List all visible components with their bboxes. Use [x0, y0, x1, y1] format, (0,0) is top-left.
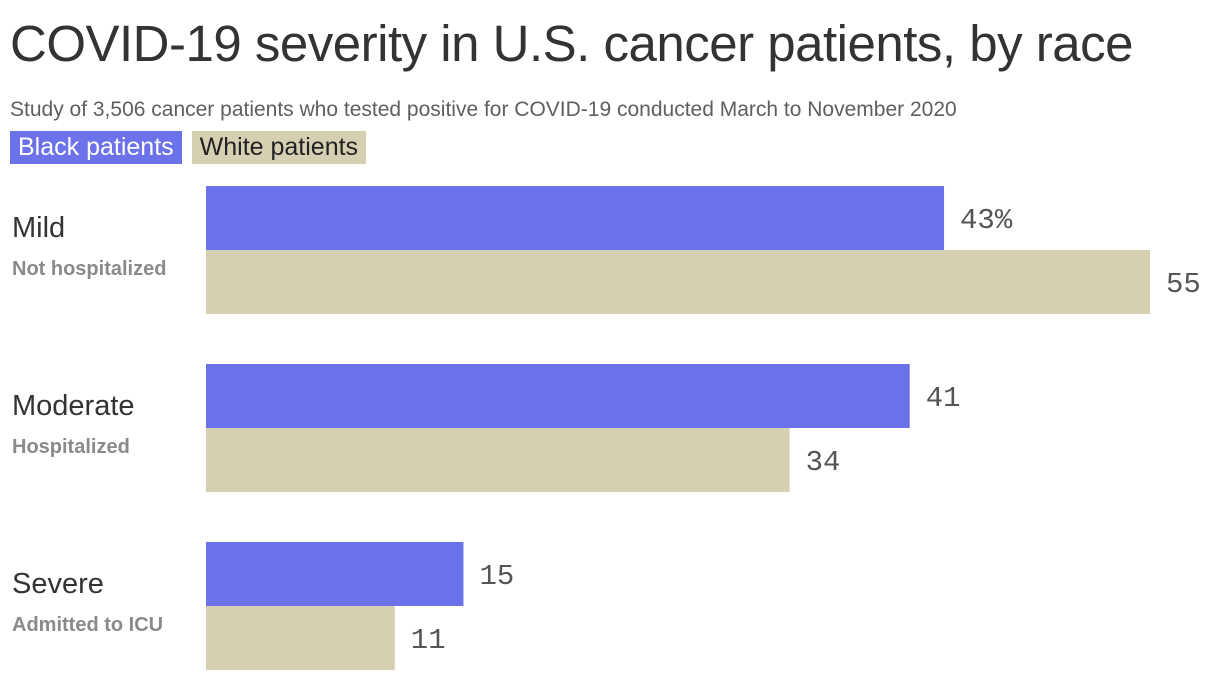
value-label-severe-white: 11 — [411, 624, 446, 657]
category-sublabel-moderate: Hospitalized — [12, 436, 130, 458]
category-sublabel-severe: Admitted to ICU — [12, 614, 164, 636]
value-label-moderate-black: 41 — [926, 382, 961, 415]
value-label-severe-black: 15 — [479, 560, 514, 593]
bar-moderate-black — [206, 364, 910, 428]
chart-title: COVID-19 severity in U.S. cancer patient… — [10, 15, 1133, 72]
category-label-severe: Severe — [12, 568, 104, 600]
value-label-mild-black: 43% — [960, 204, 1013, 237]
legend-white-patients: White patients — [191, 131, 367, 164]
category-label-moderate: Moderate — [12, 390, 135, 422]
value-label-mild-white: 55 — [1166, 268, 1201, 301]
category-sublabel-mild: Not hospitalized — [12, 258, 167, 280]
legend: Black patients White patients — [10, 131, 367, 164]
legend-black-patients: Black patients — [10, 131, 182, 164]
bar-mild-black — [206, 186, 945, 250]
bar-severe-black — [206, 542, 464, 606]
category-label-mild: Mild — [12, 212, 66, 244]
bar-severe-white — [206, 606, 395, 670]
bar-moderate-white — [206, 428, 790, 492]
bar-mild-white — [206, 250, 1150, 314]
value-label-moderate-white: 34 — [806, 446, 841, 479]
chart-subtitle: Study of 3,506 cancer patients who teste… — [10, 98, 957, 121]
